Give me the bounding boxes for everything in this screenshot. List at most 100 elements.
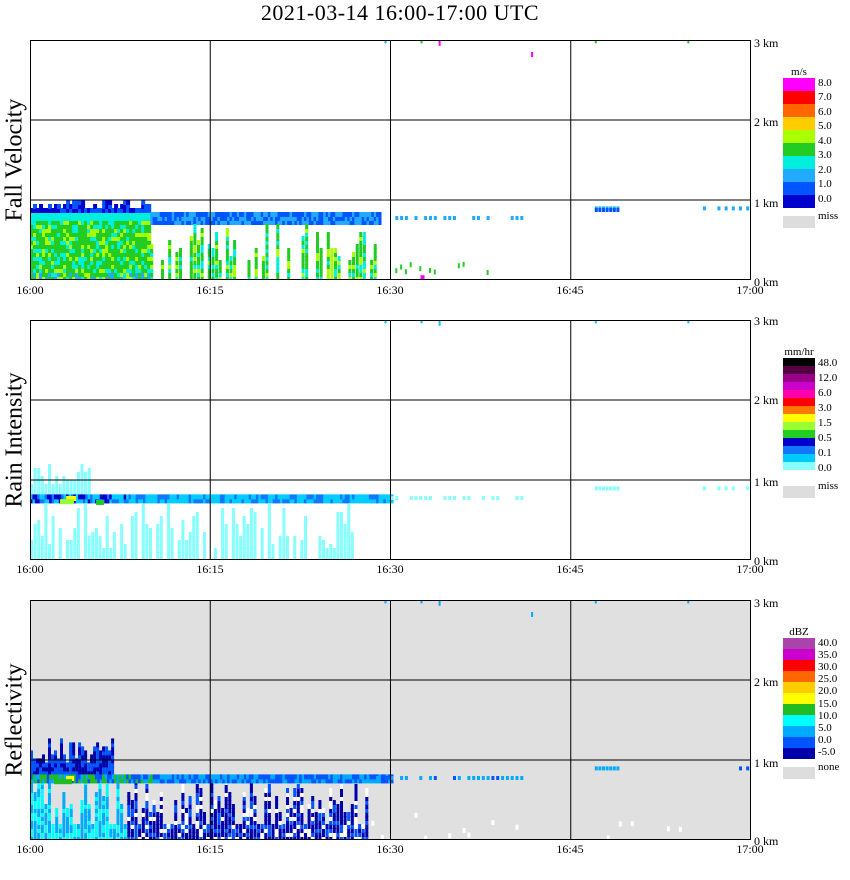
data-cell bbox=[322, 832, 325, 837]
data-cell bbox=[318, 832, 322, 837]
data-cell bbox=[314, 824, 318, 829]
data-cell bbox=[117, 256, 122, 261]
data-cell bbox=[330, 494, 334, 500]
data-cell bbox=[102, 836, 106, 840]
data-cell bbox=[242, 524, 246, 529]
data-cell bbox=[213, 832, 217, 837]
data-cell bbox=[183, 494, 187, 500]
data-cell bbox=[93, 256, 98, 261]
data-cell bbox=[336, 520, 340, 525]
data-cell bbox=[134, 820, 138, 825]
data-cell bbox=[318, 824, 322, 829]
data-cell bbox=[80, 812, 84, 817]
data-cell bbox=[102, 832, 106, 837]
data-cell bbox=[159, 544, 163, 549]
data-cell bbox=[385, 498, 389, 504]
data-cell bbox=[48, 236, 52, 241]
data-cell bbox=[254, 256, 258, 261]
data-cell bbox=[152, 498, 156, 504]
data-cell bbox=[66, 828, 69, 833]
data-cell bbox=[293, 792, 297, 797]
data-cell bbox=[135, 778, 139, 784]
data-cell bbox=[80, 472, 84, 477]
legend-tick-label: 40.0 bbox=[818, 637, 838, 649]
data-cell bbox=[212, 216, 216, 221]
data-cell bbox=[141, 236, 146, 241]
data-cell bbox=[51, 488, 55, 493]
data-cell bbox=[75, 758, 79, 764]
data-cell bbox=[48, 758, 51, 764]
data-cell bbox=[362, 276, 366, 280]
data-cell bbox=[343, 824, 347, 829]
data-cell bbox=[102, 552, 106, 557]
data-cell bbox=[337, 220, 341, 225]
data-cell bbox=[304, 516, 307, 521]
data-cell bbox=[66, 272, 71, 277]
data-cell bbox=[350, 820, 354, 825]
data-cell bbox=[329, 552, 333, 557]
data-cell bbox=[175, 276, 179, 280]
data-cell bbox=[217, 774, 221, 780]
data-cell bbox=[144, 260, 149, 265]
data-cell bbox=[276, 224, 280, 229]
data-cell bbox=[69, 812, 73, 817]
data-cell bbox=[334, 264, 337, 269]
legend-swatch bbox=[783, 390, 815, 398]
data-cell bbox=[120, 544, 124, 549]
data-cell bbox=[193, 272, 197, 277]
data-cell bbox=[87, 272, 92, 277]
data-cell bbox=[81, 770, 85, 776]
data-cell bbox=[225, 248, 229, 253]
data-cell bbox=[200, 228, 204, 233]
data-cell bbox=[96, 766, 100, 772]
data-cell bbox=[129, 228, 134, 233]
data-cell bbox=[616, 208, 620, 212]
data-cell bbox=[94, 532, 98, 537]
data-cell bbox=[93, 228, 98, 233]
data-cell bbox=[205, 774, 209, 780]
data-cell bbox=[224, 552, 228, 557]
data-cell bbox=[105, 754, 109, 760]
data-cell bbox=[336, 524, 340, 529]
data-cell bbox=[267, 788, 271, 793]
data-cell bbox=[102, 746, 106, 752]
data-cell bbox=[217, 816, 221, 821]
data-cell bbox=[42, 236, 46, 241]
data-cell bbox=[102, 220, 107, 225]
data-cell bbox=[270, 778, 274, 784]
data-cell bbox=[275, 804, 279, 809]
data-cell bbox=[239, 832, 243, 837]
data-cell bbox=[289, 216, 293, 221]
data-cell bbox=[33, 812, 37, 817]
data-cell bbox=[96, 264, 101, 269]
data-cell bbox=[373, 260, 377, 265]
legend-swatch bbox=[783, 414, 815, 422]
data-cell bbox=[215, 494, 219, 500]
data-cell bbox=[299, 220, 303, 225]
data-cell bbox=[33, 236, 37, 241]
data-cell bbox=[300, 804, 304, 809]
data-cell bbox=[299, 778, 303, 784]
data-cell bbox=[60, 212, 64, 217]
data-cell bbox=[267, 540, 271, 545]
data-cell bbox=[84, 236, 89, 241]
data-cell bbox=[105, 832, 109, 837]
data-cell bbox=[39, 232, 43, 237]
data-cell bbox=[200, 236, 204, 241]
data-cell bbox=[44, 540, 48, 545]
data-cell bbox=[365, 832, 369, 837]
data-cell bbox=[229, 778, 233, 784]
data-cell bbox=[138, 498, 142, 504]
data-cell bbox=[188, 778, 192, 784]
data-cell bbox=[111, 256, 116, 261]
data-cell bbox=[76, 836, 80, 840]
data-cell bbox=[255, 774, 259, 780]
data-cell bbox=[282, 494, 286, 500]
data-cell bbox=[147, 256, 152, 261]
data-cell bbox=[37, 778, 41, 784]
data-cell bbox=[132, 256, 137, 261]
height-tick-1km: 1 km bbox=[754, 475, 779, 489]
data-cell bbox=[54, 276, 58, 280]
data-cell bbox=[409, 496, 413, 500]
data-cell bbox=[378, 498, 382, 504]
